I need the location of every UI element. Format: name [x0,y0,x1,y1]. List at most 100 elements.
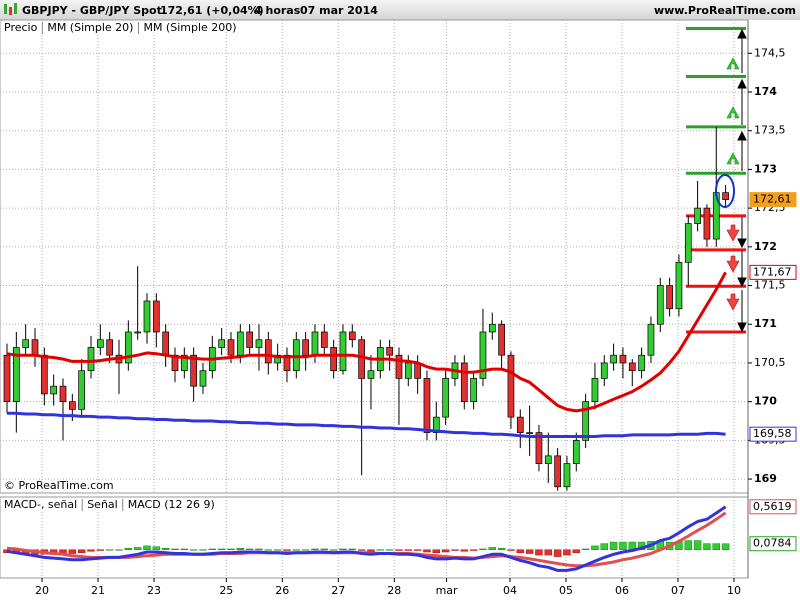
x-tick-label: 28 [387,584,401,597]
histogram-bar [329,549,338,551]
candle-body [274,354,281,364]
histogram-bar [525,549,534,554]
candle-body [162,331,170,356]
candle-body [199,370,207,387]
price-tag [749,264,797,280]
histogram-bar [199,549,207,551]
candle-body [600,362,608,379]
site: www.ProRealTime.com [654,4,796,17]
candle-body [96,339,104,348]
histogram-bar [479,548,487,550]
up-arrow [726,152,740,165]
candle-body [171,354,179,372]
y-tick-label: 173,5 [754,124,786,137]
histogram-bar [367,549,375,552]
legend-label: MM (Simple 200) [143,21,236,34]
histogram-bar [320,548,329,550]
histogram-bar [507,549,515,551]
candle-body [610,354,617,364]
histogram-bar [96,549,105,551]
up-arrow [726,57,740,70]
line [6,505,727,572]
histogram-bar [189,549,198,551]
price-tag [749,426,797,442]
histogram-bar [404,549,413,551]
down-arrow [726,255,740,273]
histogram-bar [87,549,95,552]
histogram-bar [68,549,77,554]
histogram-bar [563,549,571,556]
candle-body [722,192,729,200]
candle-body [404,362,412,379]
histogram-bar [152,546,161,550]
candle-body [358,339,365,379]
candle-body [134,331,142,334]
y-tick-label: 170 [754,395,777,408]
candle-body [498,323,505,356]
histogram-bar [516,549,525,554]
legend-label: Precio [4,21,38,34]
histogram-bar [171,548,179,550]
histogram-bar [217,548,226,550]
histogram-bar [609,541,618,550]
histogram-bar [712,543,721,550]
candle-body [544,455,552,464]
candle-body [283,354,291,372]
candle-body [619,354,627,364]
candle-body [3,354,11,403]
candle-body [236,331,244,356]
line [7,411,726,438]
arrow-head [737,238,747,249]
candle-body [647,323,655,356]
header-bar [0,0,800,20]
legend-bg [1,498,186,512]
histogram-bar [553,549,562,557]
highlight-ellipse [715,174,735,208]
green-arrows [726,57,740,165]
arrow-head [737,130,747,141]
candle-body [143,300,151,333]
histogram-bar [161,547,170,550]
histogram-bar [376,549,385,551]
price-tag-label: 0,0784 [753,537,792,550]
candle-body [227,339,235,356]
x-tick-label: 26 [275,584,289,597]
histogram-bar [236,547,245,550]
histogram-bar [143,545,151,550]
legend-bg [1,21,201,35]
histogram-bar [600,543,609,550]
histogram-bar [441,549,450,553]
symbol: GBPJPY - GBP/JPY Spot [22,4,162,17]
price-tag-label: 172,61 [753,193,792,206]
up-arrow [726,106,740,119]
histogram-bar [432,549,441,554]
y-tick-label: 169 [754,472,777,485]
plot-layer: 20212325262728mar0405060710169169,517017… [0,20,797,597]
candle-body [255,339,263,348]
histogram-bar [264,549,273,551]
icon [14,3,17,14]
candle-body [190,354,197,387]
x-tick-label: mar [436,584,458,597]
x-tick-label: 21 [91,584,105,597]
candle-body [563,463,571,488]
histogram-bar [180,548,189,550]
down-arrow [726,224,740,242]
histogram-bar [339,548,347,550]
price-tag-label: 169,58 [753,427,792,440]
x-tick-label: 06 [615,584,629,597]
histogram-bar [301,549,310,551]
candle-body [423,378,431,433]
y-tick-label: 174,5 [754,46,786,59]
price-tag-label: 0,5619 [753,500,792,513]
histogram-bar [395,549,403,551]
candle-body [50,385,58,395]
histogram-bar [357,549,366,551]
candle-body [68,401,76,410]
histogram-bar [451,549,459,551]
arrows [737,28,747,333]
candle-body [87,347,95,372]
y-tick-label: 171 [754,317,777,330]
candle-body [628,362,636,372]
